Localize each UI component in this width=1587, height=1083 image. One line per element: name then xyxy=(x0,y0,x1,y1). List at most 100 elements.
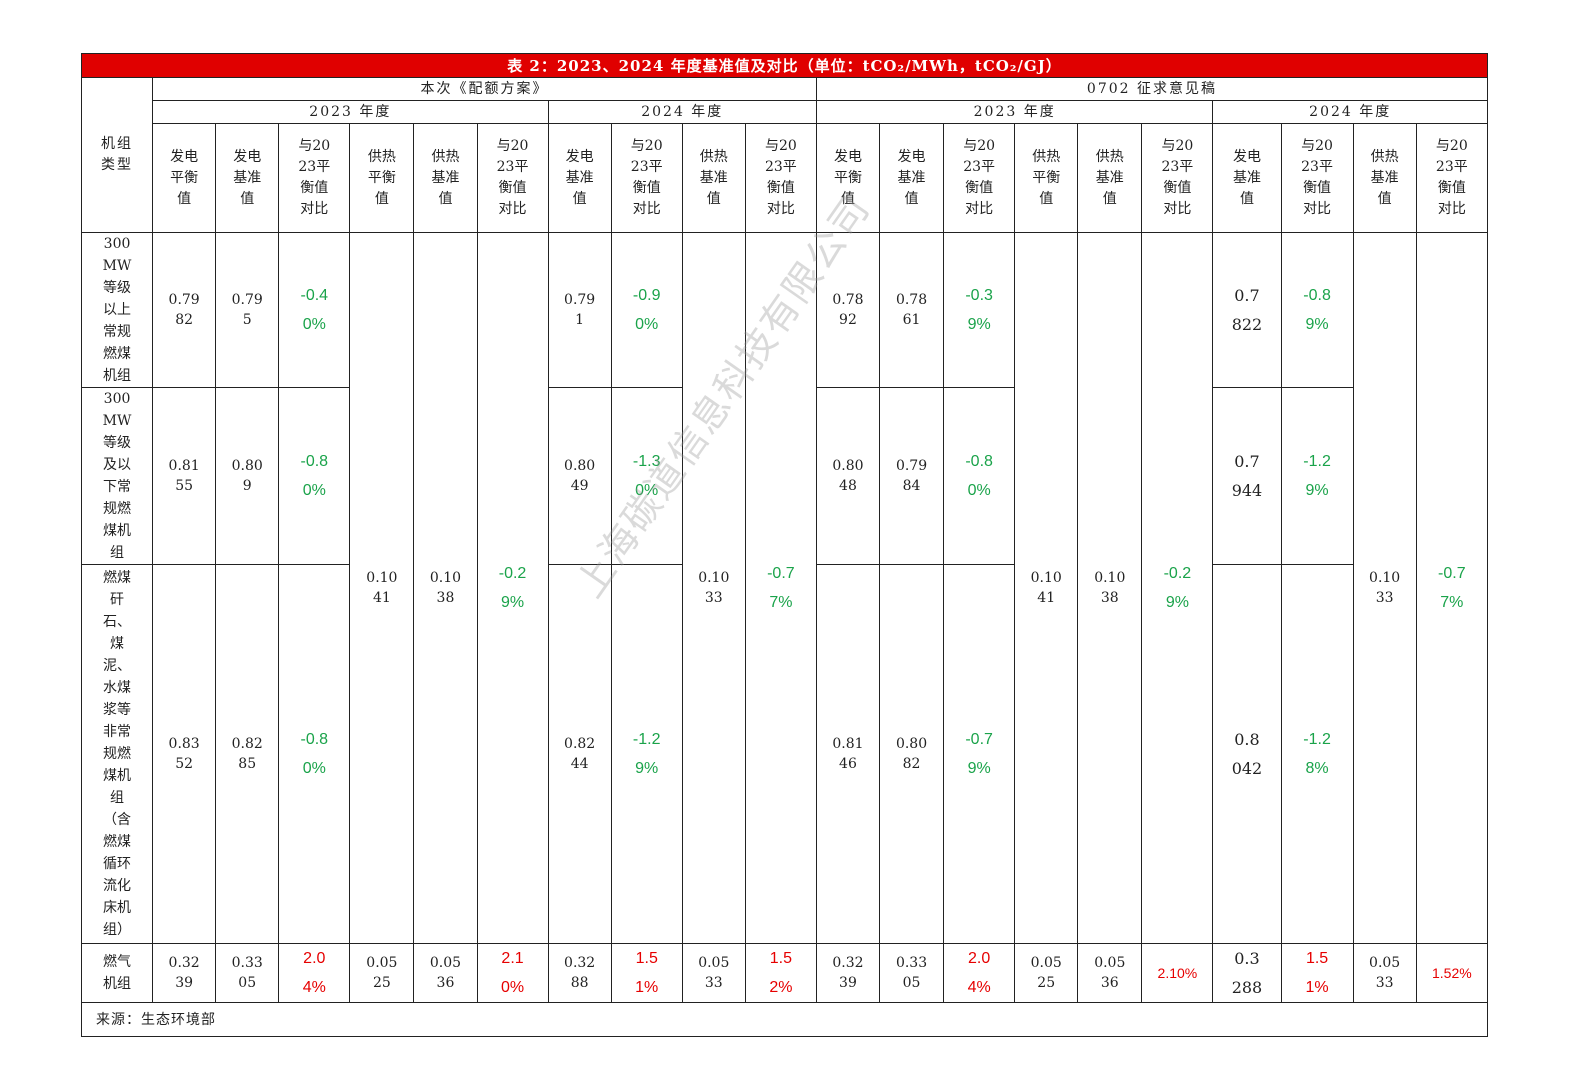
unit-type-label: 300MW等级及以下常规燃煤机组 xyxy=(102,391,132,561)
col-header-label: 发电基准值 xyxy=(233,148,262,207)
col-header: 发电基准值 xyxy=(879,123,945,233)
col-header-label: 供热基准值 xyxy=(699,148,728,207)
col-header-label: 与2023平衡值对比 xyxy=(764,138,797,217)
col-header: 供热基准值 xyxy=(1352,123,1417,233)
group-b-2024-header: 2024 年度 xyxy=(1212,100,1488,124)
table-title: 表 2：2023、2024 年度基准值及对比（单位：tCO₂/MWh，tCO₂/… xyxy=(81,53,1488,78)
unit-type-label: 300MW等级以上常规燃煤机组 xyxy=(102,236,132,384)
col-header: 发电基准值 xyxy=(215,123,280,233)
table-cell: 0.1033 xyxy=(681,232,746,944)
table-cell: -0.80% xyxy=(943,387,1016,565)
value: 0.7984 xyxy=(895,458,928,494)
value: 0.3305 xyxy=(231,955,263,991)
col-header: 与2023平衡值对比 xyxy=(1415,123,1489,233)
table-cell: 0.3239 xyxy=(815,943,881,1003)
col-header-label: 发电基准值 xyxy=(1232,148,1261,207)
table-cell: -1.28% xyxy=(1280,564,1354,944)
table-row: 300MW等级以上常规燃煤机组 0.7982 0.795 -0.40% 0.10… xyxy=(80,232,1489,944)
value: 0.8244 xyxy=(564,736,596,772)
table-cell: 0.8049 xyxy=(547,387,612,565)
col-header-label: 供热平衡值 xyxy=(367,148,396,207)
table-cell: 0.8285 xyxy=(215,564,280,944)
group-a-header: 本次《配额方案》 xyxy=(152,77,817,101)
table-cell: 0.1041 xyxy=(349,232,415,944)
value: 0.3288 xyxy=(1231,949,1263,997)
table-cell: -0.90% xyxy=(610,232,683,388)
table-cell: 0.0533 xyxy=(681,943,746,1003)
table-cell: 0.7892 xyxy=(815,232,881,388)
table-cell: -0.39% xyxy=(943,232,1016,388)
table-cell: -0.77% xyxy=(1415,232,1489,944)
col-header: 与2023平衡值对比 xyxy=(943,123,1016,233)
comparison-value: 2.04% xyxy=(967,950,991,996)
table-cell: 2.04% xyxy=(943,943,1016,1003)
table-row: 300MW等级及以下常规燃煤机组 0.8155 0.809 -0.80% 0.8… xyxy=(80,387,1488,565)
table-cell: 0.8048 xyxy=(815,387,881,565)
col-header-label: 与2023平衡值对比 xyxy=(963,138,996,217)
table-cell: 0.3288 xyxy=(547,943,612,1003)
value: 0.7982 xyxy=(168,292,200,328)
comparison-value: 1.52% xyxy=(1431,964,1472,981)
table-cell: 2.10% xyxy=(1141,943,1214,1003)
table-cell: 0.7984 xyxy=(879,387,945,565)
comparison-value: -0.29% xyxy=(498,565,527,611)
comparison-value: -1.29% xyxy=(632,731,661,777)
col-header-label: 供热基准值 xyxy=(1370,148,1399,207)
table-cell: 0.791 xyxy=(547,232,612,388)
value: 0.3239 xyxy=(168,955,200,991)
table-cell: -0.80% xyxy=(278,564,351,944)
comparison-value: -0.89% xyxy=(1303,287,1331,333)
col-header: 与2023平衡值对比 xyxy=(476,123,549,233)
value: 0.8048 xyxy=(832,458,864,494)
row-header-label: 机组类型 xyxy=(101,136,134,173)
value: 0.3288 xyxy=(564,955,596,991)
comparison-value: -0.90% xyxy=(632,287,661,333)
value: 0.8082 xyxy=(895,736,928,772)
group-b-2023-header: 2023 年度 xyxy=(815,100,1214,124)
col-header: 供热基准值 xyxy=(681,123,746,233)
value: 0.0536 xyxy=(1094,955,1126,991)
value: 0.1033 xyxy=(1369,570,1401,606)
comparison-value: -0.77% xyxy=(767,565,795,611)
col-header-label: 与2023平衡值对比 xyxy=(496,138,529,217)
value: 0.0525 xyxy=(366,955,398,991)
table-cell: -1.30% xyxy=(610,387,683,565)
table-cell: 0.8155 xyxy=(152,387,217,565)
table-cell: 0.8082 xyxy=(879,564,945,944)
unit-type-cell: 300MW等级以上常规燃煤机组 xyxy=(80,232,154,388)
value: 0.1038 xyxy=(1094,570,1126,606)
table-cell: 0.0536 xyxy=(1077,943,1143,1003)
table-cell: 0.7861 xyxy=(879,232,945,388)
col-header: 与2023平衡值对比 xyxy=(1280,123,1354,233)
col-header: 供热基准值 xyxy=(1077,123,1143,233)
col-header-label: 发电基准值 xyxy=(897,148,926,207)
comparison-value: -1.29% xyxy=(1303,453,1331,499)
table-cell: 0.0536 xyxy=(413,943,478,1003)
table-cell: 0.0533 xyxy=(1352,943,1417,1003)
value: 0.3305 xyxy=(895,955,928,991)
table-cell: 0.1041 xyxy=(1014,232,1079,944)
table-cell: 0.8352 xyxy=(152,564,217,944)
value: 0.1041 xyxy=(366,570,398,606)
col-header-label: 与2023平衡值对比 xyxy=(1301,138,1333,217)
col-header-label: 与2023平衡值对比 xyxy=(1435,138,1468,217)
col-header: 发电基准值 xyxy=(1212,123,1282,233)
value: 0.0533 xyxy=(698,955,730,991)
comparison-value: -1.28% xyxy=(1303,731,1331,777)
group-a-2024-header: 2024 年度 xyxy=(547,100,817,124)
col-header-label: 与2023平衡值对比 xyxy=(298,138,331,217)
table-cell: 0.8146 xyxy=(815,564,881,944)
comparison-value: -0.39% xyxy=(965,287,993,333)
comparison-value: 2.04% xyxy=(302,950,326,996)
table-cell: -0.89% xyxy=(1280,232,1354,388)
unit-type-cell: 燃煤矸石、煤泥、水煤浆等非常规燃煤机组（含燃煤循环流化床机组） xyxy=(80,564,154,944)
col-header-label: 供热基准值 xyxy=(1095,148,1124,207)
table-cell: -0.40% xyxy=(278,232,351,388)
col-header-label: 供热基准值 xyxy=(431,148,460,207)
table-cell: 0.1038 xyxy=(1077,232,1143,944)
table-cell: 0.1033 xyxy=(1352,232,1417,944)
col-header: 供热平衡值 xyxy=(1014,123,1079,233)
table-cell: -0.29% xyxy=(1141,232,1214,944)
table-row: 燃气机组 0.3239 0.3305 2.04% 0.0525 0.0536 2… xyxy=(80,943,1489,1003)
table-cell: -0.77% xyxy=(744,232,817,944)
